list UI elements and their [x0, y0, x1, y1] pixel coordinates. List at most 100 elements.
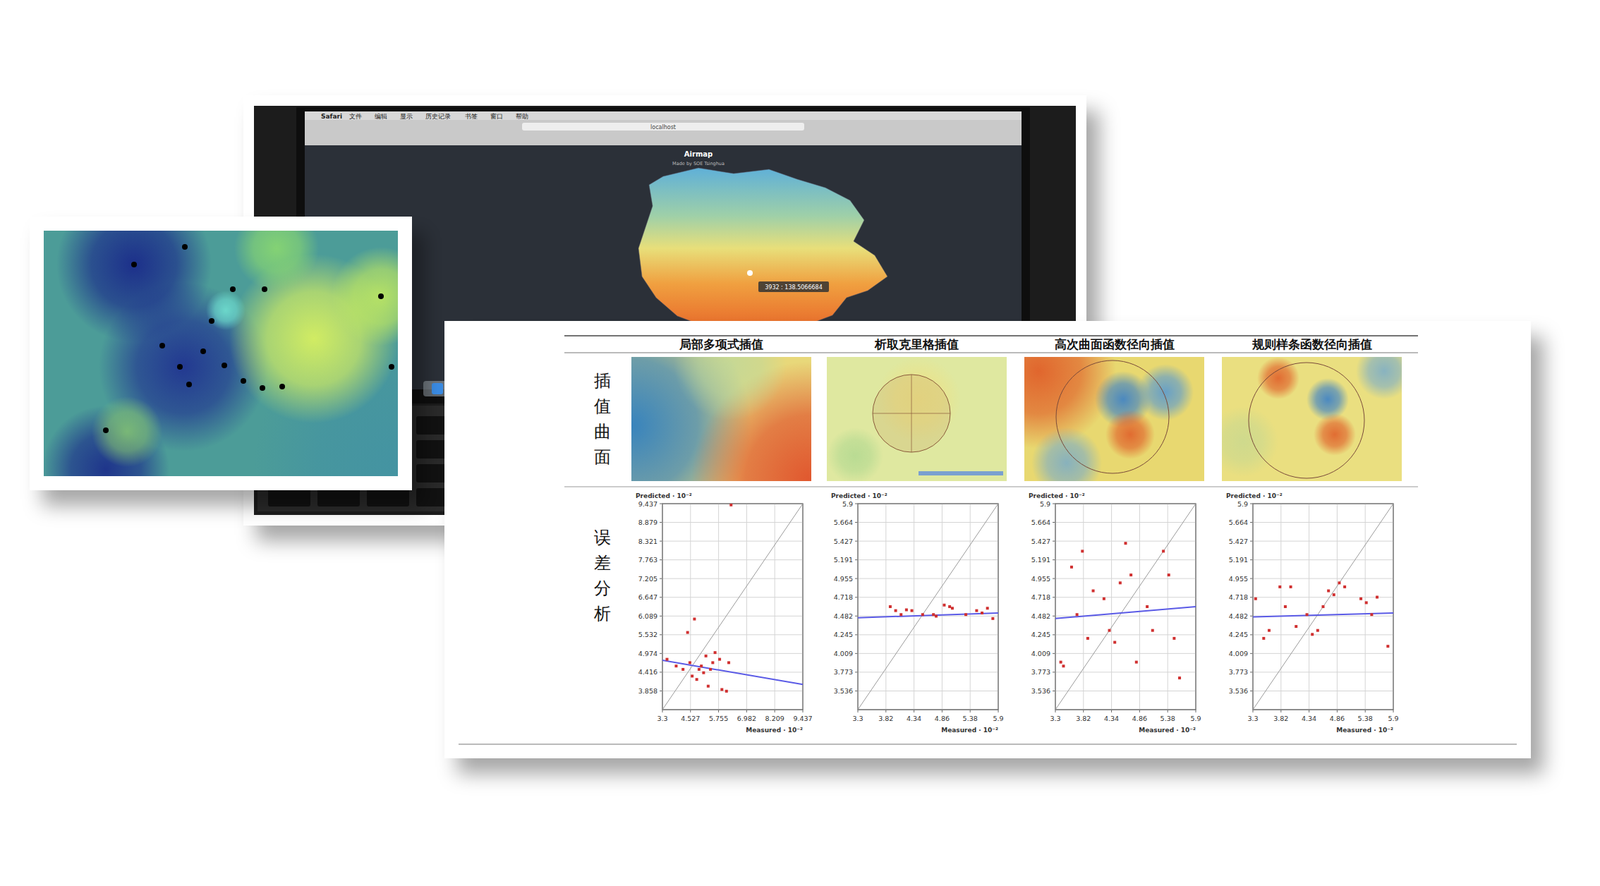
point: [1370, 613, 1373, 616]
key: [317, 488, 360, 507]
column: 析取克里格插值3.5363.7734.0094.2454.4824.7184.9…: [826, 337, 1007, 734]
point: [711, 661, 714, 664]
y-tick-label: 6.089: [638, 612, 658, 621]
sample-point: [261, 286, 268, 293]
point: [1310, 632, 1314, 636]
tick: [1250, 653, 1253, 654]
blob: [234, 230, 319, 291]
x-tick-label: 3.82: [1273, 714, 1289, 723]
point: [1108, 629, 1112, 633]
scatter-chart: 3.5363.7734.0094.2454.4824.7184.9555.191…: [1226, 492, 1399, 734]
tick: [855, 541, 858, 542]
heat-map-region: [638, 167, 888, 329]
menu-item: 书签: [464, 112, 478, 120]
grid-line: [718, 503, 719, 710]
plot-marks: [857, 503, 999, 710]
point: [1102, 597, 1106, 601]
x-tick-label: 3.3: [852, 714, 863, 723]
plot-marks: [1055, 503, 1196, 710]
menu-item: 帮助: [515, 112, 529, 120]
tick: [802, 709, 804, 713]
point: [991, 617, 995, 621]
x-tick-label: 4.527: [680, 714, 700, 723]
tick: [718, 709, 719, 713]
grid-line: [970, 503, 971, 710]
fit-line: [662, 660, 803, 685]
grid-line: [1167, 503, 1169, 710]
x-tick-label: 5.9: [1190, 714, 1201, 723]
sample-point: [159, 342, 166, 349]
tick: [941, 709, 943, 713]
grid-line: [1055, 522, 1196, 523]
grid-line: [857, 522, 999, 523]
y-tick-label: 4.009: [1031, 649, 1051, 658]
search-axis: [911, 374, 913, 453]
point: [921, 613, 925, 616]
point: [980, 611, 984, 615]
contour-image: [43, 230, 398, 477]
tick: [1195, 709, 1197, 713]
scatter-chart: 3.5363.7734.0094.2454.4824.7184.9555.191…: [831, 492, 1004, 734]
interpolation-surface: [631, 356, 812, 482]
point: [1332, 593, 1336, 597]
rule: [458, 744, 1517, 745]
tick: [1052, 541, 1056, 542]
blob: [1137, 364, 1194, 421]
tick: [659, 578, 663, 580]
menu-item: 历史记录: [425, 112, 451, 120]
blob: [205, 290, 246, 331]
point: [713, 651, 717, 654]
grid-line: [913, 503, 915, 710]
interpolation-surface: [826, 356, 1007, 482]
tick: [659, 522, 663, 523]
point: [1061, 664, 1065, 668]
sample-point: [221, 362, 228, 369]
x-tick-label: 4.86: [1329, 714, 1345, 723]
search-circle: [1248, 362, 1365, 479]
tick: [1393, 709, 1395, 713]
point: [1145, 605, 1149, 609]
search-circle: [872, 374, 951, 453]
column-title: 局部多项式插值: [678, 337, 764, 352]
y-tick-label: 9.437: [638, 500, 658, 508]
sample-point: [240, 378, 247, 384]
tick: [1167, 709, 1169, 713]
fit-line: [1055, 606, 1196, 619]
point: [720, 687, 724, 691]
x-tick-label: 4.34: [906, 714, 922, 723]
point: [1172, 637, 1176, 640]
row-label-char: 误: [594, 527, 611, 548]
point: [665, 658, 669, 662]
point: [1283, 605, 1287, 609]
grid-line: [1252, 578, 1394, 580]
blob: [1313, 413, 1356, 456]
point: [706, 685, 710, 688]
point: [948, 605, 951, 609]
plot-border: [662, 503, 803, 710]
y-tick-label: 5.427: [1031, 537, 1051, 546]
tick: [1052, 671, 1056, 673]
grid-line: [857, 541, 999, 542]
row-label: 误差分析: [593, 527, 611, 624]
blob: [1355, 356, 1402, 400]
x-tick-label: 5.38: [1358, 714, 1373, 723]
grid-line: [1055, 578, 1196, 580]
y-tick-label: 3.536: [833, 687, 853, 695]
grid-line: [662, 541, 803, 542]
tick: [885, 709, 887, 713]
y-tick-label: 3.536: [1228, 687, 1248, 695]
x-tick-label: 5.9: [992, 714, 1004, 723]
interpolation-surface: [1221, 356, 1402, 482]
rule: [564, 352, 1418, 354]
point: [1267, 629, 1271, 633]
scatter-chart: 3.5363.7734.0094.2454.4824.7184.9555.191…: [1028, 492, 1202, 734]
menu-item: 编辑: [374, 112, 388, 120]
grid-line: [1280, 503, 1282, 710]
point: [1365, 601, 1368, 604]
grid-line: [1055, 690, 1196, 692]
y-tick-label: 4.482: [1228, 612, 1248, 621]
sample-point: [200, 348, 206, 355]
grid-line: [746, 503, 748, 710]
tick: [659, 541, 663, 542]
sample-point: [378, 293, 384, 300]
